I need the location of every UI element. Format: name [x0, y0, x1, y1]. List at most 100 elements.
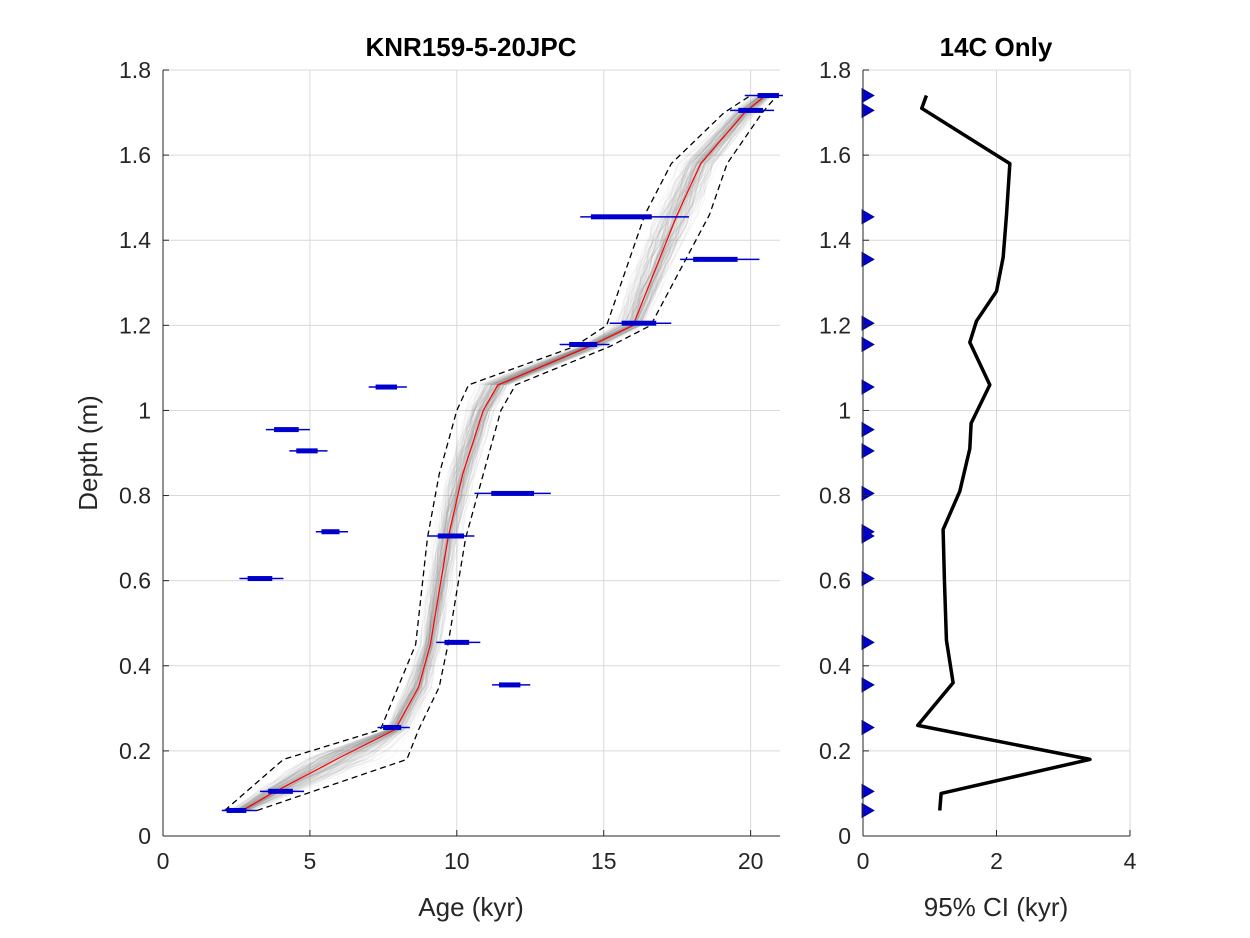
ensemble-line [238, 95, 765, 811]
ensemble-line [236, 95, 761, 811]
ensemble-line [237, 95, 764, 811]
ensemble-line [235, 95, 762, 811]
plot-area [163, 70, 780, 836]
right-x-axis-label: 95% CI (kyr) [924, 892, 1068, 922]
date-core [274, 427, 299, 433]
ensemble-line [235, 95, 760, 811]
ensemble-line [246, 95, 768, 811]
date-marker [259, 788, 305, 794]
left-y-tick-label: 1 [138, 397, 151, 423]
date-marker-triangle [861, 719, 875, 736]
right-x-tick-label: 2 [990, 848, 1003, 874]
ensemble-line [247, 95, 771, 811]
ensemble-line [236, 95, 761, 811]
left-y-tick-label: 1.6 [119, 142, 151, 168]
ensemble-line [234, 95, 761, 811]
date-marker-triangle [861, 485, 875, 502]
date-marker-triangle [861, 251, 875, 268]
ensemble-line [247, 95, 770, 811]
right-y-tick-label: 1 [838, 397, 851, 423]
ensemble-line [237, 95, 762, 811]
ensemble-line [240, 95, 765, 811]
date-marker [239, 576, 284, 582]
ensemble-line [235, 95, 761, 811]
date-core [226, 807, 247, 813]
date-core [444, 639, 470, 645]
left-y-tick-label: 1.2 [119, 312, 151, 338]
ensemble-line [238, 95, 763, 811]
ensemble-line [252, 95, 773, 811]
ensemble-line [242, 95, 767, 811]
age-depth-panel: 0 5 10 15 20 0 0.2 0.4 0.6 0.8 1 1.2 1.4 1.6 1.8 KNR15… [73, 32, 783, 922]
confidence-width-panel: 0 2 4 0 0.2 0.4 0.6 0.8 1 1.2 1.4 1.6 1.8 14C Only 9… [819, 32, 1137, 922]
ensemble-line [235, 95, 763, 811]
right-x-tick-label: 4 [1124, 848, 1137, 874]
ensemble-line [238, 95, 762, 811]
ensemble-line [237, 95, 760, 811]
right-y-tick-label: 1.2 [819, 312, 851, 338]
left-y-tick-label: 0.8 [119, 483, 151, 509]
date-core [247, 576, 273, 582]
date-marker-triangle [861, 677, 875, 693]
ensemble-line [245, 95, 769, 811]
right-y-tick-label: 0 [838, 823, 851, 849]
date-marker [730, 107, 775, 113]
left-x-axis-label: Age (kyr) [418, 892, 523, 922]
date-marker-triangle [861, 634, 875, 651]
confidence-bounds [224, 94, 778, 812]
ensemble-line [246, 95, 769, 811]
date-marker [265, 427, 310, 433]
ensemble-line [247, 95, 771, 811]
ensemble-line [233, 95, 759, 811]
ci-upper-bound [256, 95, 778, 812]
ensemble-line [242, 95, 765, 811]
right-y-tick-label: 1.6 [819, 142, 851, 168]
right-y-tick-label: 0.6 [819, 568, 851, 594]
ensemble-line [236, 95, 762, 811]
ensemble-line [247, 95, 771, 811]
ensemble-line [240, 95, 764, 811]
left-y-tick-label: 0 [138, 823, 151, 849]
left-chart-title: KNR159-5-20JPC [366, 32, 577, 62]
ensemble-line [246, 95, 770, 811]
left-y-tick-label: 1.8 [119, 57, 151, 83]
ensemble-line [245, 95, 770, 811]
date-marker-triangle [861, 379, 875, 395]
ensemble-line [232, 95, 758, 811]
date-marker [744, 93, 783, 99]
right-chart-title: 14C Only [940, 32, 1053, 62]
ensemble-line [237, 95, 761, 811]
ensemble-line [230, 95, 758, 811]
ensemble-line [244, 95, 768, 811]
ensemble-line [240, 95, 761, 811]
ensemble-line [243, 95, 768, 811]
ensemble-line [233, 95, 759, 811]
ensemble-line [238, 95, 763, 811]
date-markers [861, 87, 875, 819]
left-x-tick-label: 0 [157, 848, 170, 874]
ensemble-line [241, 95, 767, 811]
ensemble-line [239, 95, 762, 811]
ensemble-line [240, 95, 765, 811]
ensemble-line [240, 95, 765, 811]
ci-lower-bound [224, 94, 751, 811]
ensemble-line [243, 95, 769, 811]
right-y-tick-label: 1.8 [819, 57, 851, 83]
ensemble-line [245, 95, 768, 811]
date-marker [436, 639, 481, 645]
ensemble-line [243, 95, 766, 811]
ensemble-line [247, 95, 771, 811]
ensemble-line [240, 95, 767, 811]
date-marker [474, 490, 551, 496]
ensemble-line [241, 95, 766, 811]
ensemble-line [237, 95, 763, 811]
left-x-tick-label: 15 [591, 848, 617, 874]
left-x-tick-label: 10 [444, 848, 470, 874]
ensemble-line [246, 95, 769, 811]
ensemble-line [237, 95, 764, 811]
ensemble-realizations [230, 95, 773, 811]
ensemble-line [237, 95, 762, 811]
ensemble-line [234, 95, 760, 811]
date-marker [680, 256, 760, 262]
